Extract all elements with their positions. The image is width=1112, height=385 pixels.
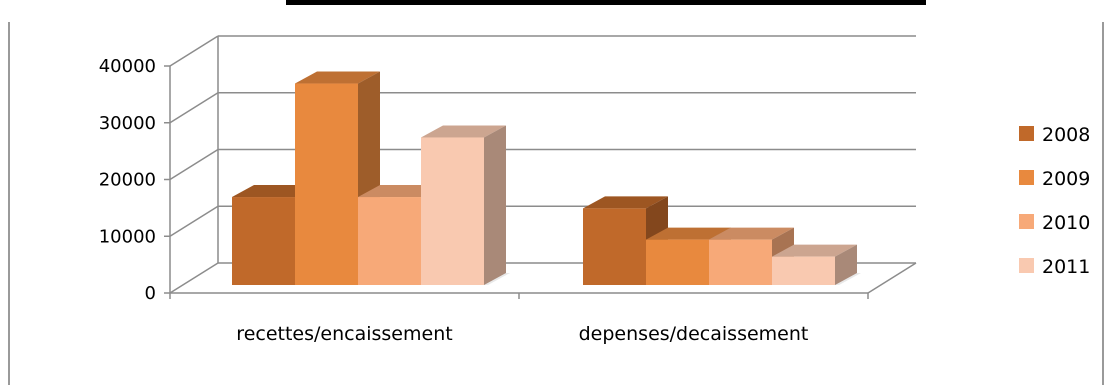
y-tick-label: 10000 bbox=[99, 226, 156, 247]
gridline-diagonal bbox=[170, 150, 218, 180]
legend-item-2010: 2010 bbox=[1019, 212, 1090, 234]
legend-item-2011: 2011 bbox=[1019, 256, 1090, 278]
y-tick-label: 20000 bbox=[99, 170, 156, 191]
bar-front bbox=[772, 257, 835, 285]
gridline-diagonal bbox=[170, 206, 218, 236]
legend-item-2008: 2008 bbox=[1019, 124, 1090, 146]
bar-front bbox=[295, 84, 358, 285]
category-label: depenses/decaissement bbox=[579, 323, 809, 345]
floor-edge bbox=[868, 263, 916, 293]
bar-front bbox=[646, 240, 709, 285]
legend-swatch bbox=[1019, 170, 1034, 185]
bar-side bbox=[484, 125, 506, 285]
legend-label: 2009 bbox=[1042, 168, 1090, 190]
gridline-diagonal bbox=[170, 263, 218, 293]
category-label: recettes/encaissement bbox=[236, 323, 452, 345]
bar-front bbox=[421, 137, 484, 285]
category-labels: recettes/encaissement depenses/decaisseme… bbox=[236, 323, 808, 345]
legend-item-2009: 2009 bbox=[1019, 168, 1090, 190]
y-tick-label: 0 bbox=[145, 283, 156, 304]
bars bbox=[232, 72, 861, 285]
bar-2011-depenses bbox=[772, 245, 861, 285]
bar-front bbox=[709, 240, 772, 285]
y-tick-label: 40000 bbox=[99, 56, 156, 77]
legend-swatch bbox=[1019, 126, 1034, 141]
y-tick-label: 30000 bbox=[99, 113, 156, 134]
bar-2011-recettes bbox=[421, 125, 510, 285]
legend-label: 2008 bbox=[1042, 124, 1090, 146]
legend-label: 2011 bbox=[1042, 256, 1090, 278]
legend-swatch bbox=[1019, 258, 1034, 273]
legend: 2008 2009 2010 2011 bbox=[1019, 124, 1090, 278]
bar-front bbox=[358, 197, 421, 285]
bar-front bbox=[232, 197, 295, 285]
legend-label: 2010 bbox=[1042, 212, 1090, 234]
gridline-diagonal bbox=[170, 93, 218, 123]
gridline-diagonal bbox=[170, 36, 218, 66]
legend-swatch bbox=[1019, 214, 1034, 229]
bar-front bbox=[583, 208, 646, 285]
title-underline bbox=[286, 0, 926, 5]
y-axis-ticks: 0 10000 20000 30000 40000 bbox=[99, 56, 170, 304]
